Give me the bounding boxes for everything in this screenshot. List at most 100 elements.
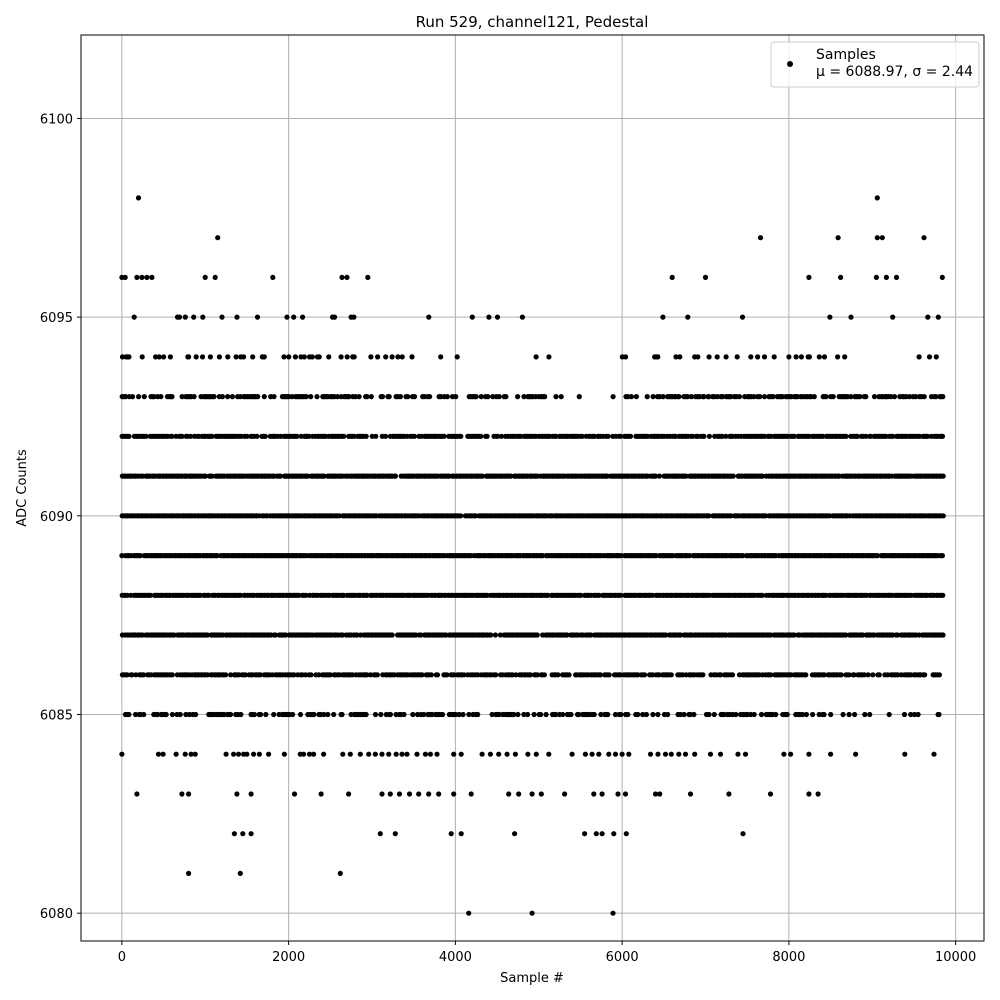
data-point bbox=[454, 354, 460, 360]
data-point bbox=[256, 751, 262, 757]
data-point bbox=[309, 354, 315, 360]
data-point bbox=[843, 632, 849, 638]
data-point bbox=[578, 592, 584, 598]
data-point bbox=[890, 314, 896, 320]
data-point bbox=[838, 672, 844, 678]
data-point bbox=[186, 791, 192, 797]
data-point bbox=[427, 394, 433, 400]
data-point bbox=[422, 751, 428, 757]
data-point bbox=[876, 672, 882, 678]
data-point bbox=[141, 711, 147, 718]
data-point bbox=[593, 831, 599, 837]
y-tick-label: 6080 bbox=[40, 907, 73, 922]
data-point bbox=[209, 433, 215, 439]
data-point bbox=[582, 751, 589, 757]
data-point bbox=[497, 632, 503, 638]
data-point bbox=[409, 354, 415, 360]
y-tick-label: 6100 bbox=[40, 112, 73, 127]
data-point bbox=[596, 751, 602, 757]
x-axis-ticks: 0 2000 4000 6000 8000 10000 bbox=[118, 941, 976, 965]
data-point bbox=[940, 394, 946, 400]
data-point bbox=[290, 711, 296, 718]
data-point bbox=[655, 711, 661, 718]
data-point bbox=[191, 394, 197, 400]
data-point bbox=[494, 314, 501, 320]
data-point bbox=[202, 274, 208, 280]
data-point bbox=[143, 433, 149, 439]
data-point bbox=[119, 751, 125, 757]
y-tick-label: 6090 bbox=[40, 510, 73, 525]
data-point bbox=[798, 354, 805, 360]
data-point bbox=[512, 751, 519, 757]
data-point bbox=[660, 314, 666, 320]
data-point bbox=[225, 354, 231, 360]
data-point bbox=[126, 354, 132, 360]
data-point bbox=[158, 394, 164, 400]
data-point bbox=[653, 473, 659, 479]
data-point bbox=[545, 592, 551, 598]
data-point bbox=[389, 632, 395, 638]
data-point bbox=[468, 791, 474, 797]
data-point bbox=[281, 751, 287, 757]
data-point bbox=[843, 433, 849, 439]
plot-frame bbox=[80, 34, 985, 942]
data-point bbox=[144, 274, 150, 280]
data-point bbox=[687, 553, 693, 559]
data-point bbox=[719, 394, 726, 400]
data-point bbox=[346, 394, 352, 400]
data-point bbox=[840, 711, 846, 718]
data-point bbox=[688, 394, 695, 400]
data-point bbox=[610, 394, 616, 400]
data-point bbox=[742, 751, 749, 757]
data-point bbox=[291, 314, 297, 320]
y-axis-ticks: 6080 6085 6090 6095 6100 bbox=[40, 112, 81, 922]
data-point bbox=[926, 354, 933, 360]
data-point bbox=[303, 394, 309, 400]
data-point bbox=[821, 354, 828, 360]
data-point bbox=[179, 433, 185, 439]
data-point bbox=[888, 394, 894, 400]
data-point bbox=[301, 354, 307, 360]
data-point bbox=[702, 274, 709, 280]
data-point bbox=[793, 354, 799, 360]
data-point bbox=[369, 433, 375, 439]
data-point bbox=[527, 672, 534, 678]
data-point bbox=[347, 751, 353, 757]
data-point bbox=[283, 632, 289, 638]
data-point bbox=[695, 354, 701, 360]
data-point bbox=[214, 553, 220, 559]
data-point bbox=[678, 632, 684, 638]
data-point bbox=[451, 751, 457, 757]
data-point bbox=[806, 791, 812, 797]
data-point bbox=[305, 473, 311, 479]
data-point bbox=[339, 632, 346, 638]
data-point bbox=[334, 394, 341, 400]
data-point bbox=[129, 394, 136, 400]
data-point bbox=[921, 394, 927, 400]
data-point bbox=[529, 910, 535, 916]
data-point bbox=[546, 354, 552, 360]
data-point bbox=[773, 711, 779, 718]
data-point bbox=[458, 831, 464, 837]
data-point bbox=[542, 394, 548, 400]
data-point bbox=[169, 394, 175, 400]
data-point bbox=[647, 751, 654, 757]
data-point bbox=[534, 672, 541, 678]
data-point bbox=[242, 672, 248, 678]
data-point bbox=[655, 354, 661, 360]
data-point bbox=[685, 394, 691, 400]
data-point bbox=[533, 751, 539, 757]
data-point bbox=[257, 672, 263, 678]
data-point bbox=[306, 433, 312, 439]
data-point bbox=[740, 831, 746, 837]
data-point bbox=[182, 314, 188, 320]
data-point bbox=[387, 791, 393, 797]
data-point bbox=[124, 672, 130, 678]
data-point bbox=[692, 751, 698, 757]
data-point bbox=[406, 791, 413, 797]
data-point bbox=[842, 354, 848, 360]
data-point bbox=[372, 751, 378, 757]
data-point bbox=[466, 910, 472, 916]
data-point bbox=[619, 751, 625, 757]
data-point bbox=[254, 433, 260, 439]
